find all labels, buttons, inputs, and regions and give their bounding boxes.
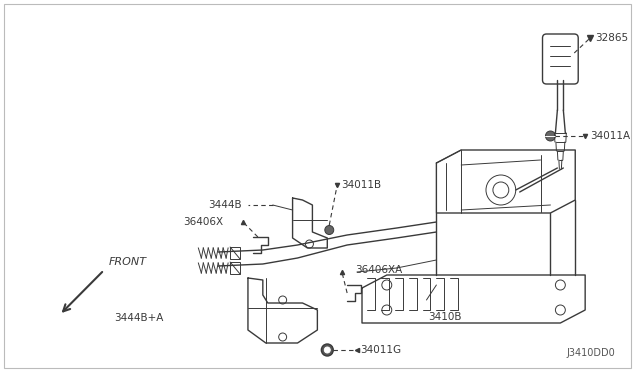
- Bar: [230, 247, 240, 259]
- Circle shape: [545, 131, 556, 141]
- Text: J3410DD0: J3410DD0: [566, 348, 615, 358]
- Circle shape: [324, 347, 330, 353]
- Bar: [230, 262, 240, 274]
- Text: 32865: 32865: [595, 33, 628, 43]
- Text: 36406X: 36406X: [184, 217, 223, 227]
- FancyBboxPatch shape: [543, 34, 578, 84]
- Circle shape: [486, 175, 516, 205]
- Text: 34011G: 34011G: [360, 345, 401, 355]
- Circle shape: [325, 225, 333, 234]
- Text: FRONT: FRONT: [109, 257, 147, 267]
- Text: 3444B+A: 3444B+A: [114, 313, 163, 323]
- Text: 34011A: 34011A: [590, 131, 630, 141]
- Text: 34011B: 34011B: [341, 180, 381, 190]
- Circle shape: [278, 333, 287, 341]
- Circle shape: [305, 240, 314, 248]
- Circle shape: [493, 182, 509, 198]
- Circle shape: [556, 305, 565, 315]
- Text: 3444B: 3444B: [208, 200, 242, 210]
- Text: 3410B: 3410B: [428, 312, 462, 322]
- Circle shape: [278, 296, 287, 304]
- Circle shape: [321, 344, 333, 356]
- Circle shape: [382, 280, 392, 290]
- Circle shape: [556, 280, 565, 290]
- Circle shape: [382, 305, 392, 315]
- Text: 36406XA: 36406XA: [355, 265, 403, 275]
